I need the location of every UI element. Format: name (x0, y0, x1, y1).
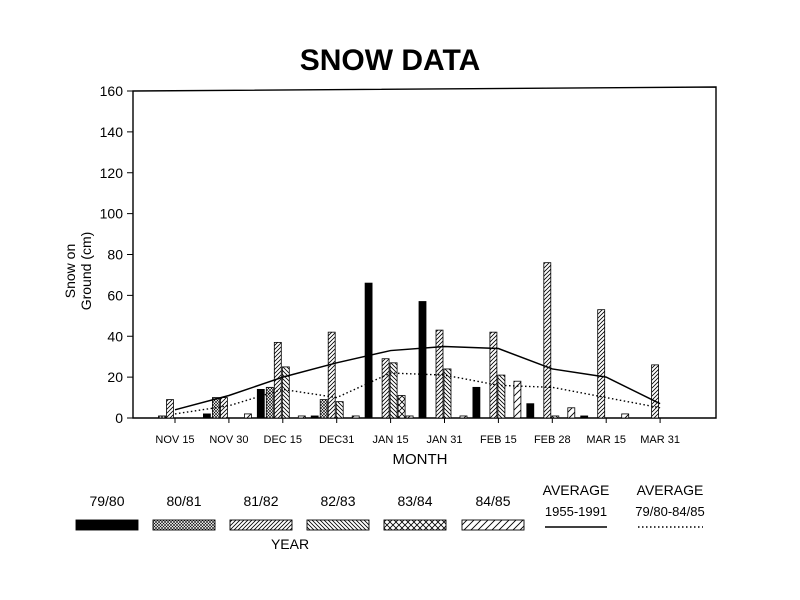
bar-84-85-4 (405, 415, 414, 419)
y-tick-label: 120 (100, 165, 124, 181)
average-line-1 (174, 345, 661, 411)
x-tick-label: DEC31 (319, 434, 354, 446)
x-tick-label: FEB 28 (534, 434, 571, 446)
bar-80-81-2 (265, 386, 274, 419)
bar-80-81-0 (158, 415, 166, 419)
bar-84-85-2 (297, 415, 306, 419)
legend-line-sublabel-1: 1955-1991 (545, 504, 607, 519)
bar-81-82-9 (651, 364, 659, 419)
bar-82-83-6 (497, 374, 506, 419)
legend-label-6: 84/85 (475, 493, 510, 509)
bar-82-83-7 (551, 415, 560, 419)
y-tick-label: 140 (100, 124, 124, 140)
legend-label-5: 83/84 (397, 493, 432, 509)
legend-title: YEAR (270, 536, 310, 552)
y-tick-label: 80 (107, 247, 123, 263)
x-tick-label: DEC 15 (264, 434, 303, 446)
bar-79-80-1 (202, 413, 211, 419)
bar-79-80-2 (256, 388, 265, 419)
bar-81-82-4 (381, 358, 390, 419)
axes: 0 20 40 60 80 100 120 140 160 NOV 15 NOV 30 DEC 15 D… (100, 83, 717, 446)
bar-79-80-5 (418, 301, 427, 419)
y-tick-label: 160 (100, 83, 124, 99)
y-tick-label: 40 (107, 328, 123, 344)
bar-81-82-8 (597, 309, 606, 419)
bar-84-85-6 (513, 380, 522, 419)
legend-swatch-3 (229, 519, 293, 531)
plot-frame (132, 86, 717, 419)
bars (158, 262, 659, 419)
x-tick-label: NOV 15 (155, 434, 194, 446)
average-line-2 (174, 372, 661, 415)
bar-82-83-3 (335, 401, 344, 419)
x-tick-label: FEB 15 (480, 434, 517, 446)
legend-swatch-6 (461, 519, 525, 531)
bar-81-82-6 (489, 331, 498, 419)
bar-82-83-5 (443, 368, 452, 419)
legend-label-3: 81/82 (243, 493, 278, 509)
legend-label-4: 82/83 (320, 493, 355, 509)
legend-swatch-1 (75, 519, 139, 531)
chart-title: SNOW DATA (299, 44, 481, 77)
bar-84-85-3 (351, 415, 360, 419)
legend-line-sublabel-2: 79/80-84/85 (635, 504, 704, 519)
y-tick-label: 100 (100, 206, 124, 222)
bar-79-80-6 (472, 386, 481, 419)
bar-82-83-4 (389, 362, 398, 419)
bar-79-80-4 (364, 282, 373, 419)
bar-80-81-3 (319, 399, 328, 419)
x-tick-label: MAR 31 (640, 434, 680, 446)
legend-label-1: 79/80 (89, 493, 124, 509)
bar-84-85-1 (243, 413, 252, 419)
bar-81-82-3 (327, 331, 336, 419)
bar-81-82-7 (543, 262, 552, 419)
average-lines (174, 345, 661, 415)
y-tick-label: 0 (115, 410, 123, 426)
bar-81-82-5 (435, 329, 444, 419)
x-tick-label: JAN 15 (373, 434, 409, 446)
x-tick-label: NOV 30 (209, 434, 248, 446)
bar-79-80-3 (310, 415, 319, 419)
legend-line-label-2: AVERAGE (637, 482, 704, 498)
y-tick-label: 20 (107, 369, 123, 385)
legend: 79/80 80/81 81/82 82/83 83/84 84/85 AVERAGE 195… (75, 482, 705, 531)
bar-82-83-2 (281, 366, 290, 419)
bar-84-85-8 (621, 413, 630, 419)
bar-81-82-1 (219, 397, 228, 419)
legend-swatch-2 (152, 519, 216, 531)
x-axis-label: MONTH (392, 451, 448, 468)
legend-swatch-5 (383, 519, 447, 531)
bar-79-80-7 (526, 403, 535, 419)
bar-79-80-8 (580, 415, 589, 419)
x-tick-label: JAN 31 (426, 434, 462, 446)
x-tick-label: MAR 15 (586, 434, 626, 446)
bar-83-84-4 (397, 395, 406, 419)
bar-84-85-7 (567, 407, 576, 419)
y-tick-label: 60 (107, 287, 123, 303)
legend-line-label-1: AVERAGE (543, 482, 610, 498)
legend-label-2: 80/81 (166, 493, 201, 509)
bar-81-82-0 (166, 399, 174, 419)
bar-84-85-5 (459, 415, 468, 419)
legend-swatch-4 (306, 519, 370, 531)
